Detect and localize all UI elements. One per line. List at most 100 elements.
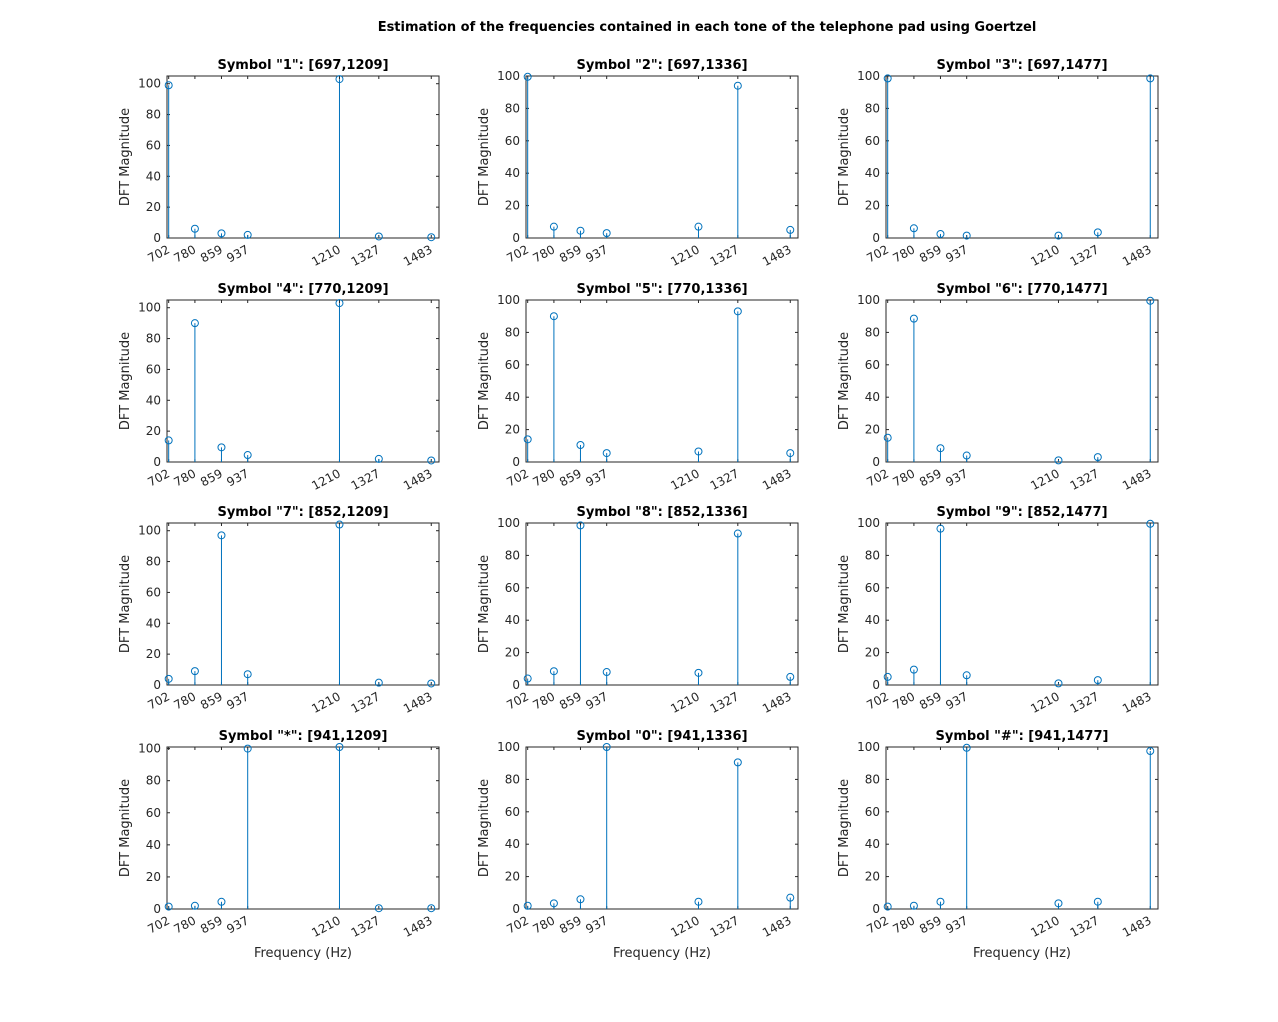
y-tick-label: 80 — [146, 555, 161, 569]
y-tick-label: 60 — [505, 581, 520, 595]
x-tick-label: 937 — [943, 689, 970, 712]
y-axis-label: DFT Magnitude — [118, 779, 133, 877]
x-tick-label: 1210 — [668, 913, 702, 940]
stem-marker — [1146, 747, 1155, 756]
y-tick-label: 60 — [146, 806, 161, 820]
x-tick-label: 1483 — [760, 689, 794, 716]
y-tick-label: 20 — [865, 646, 880, 660]
stem-marker — [335, 299, 344, 308]
stem-marker — [217, 229, 226, 238]
x-tick-label: 702 — [145, 466, 172, 489]
x-tick-label: 1327 — [708, 466, 742, 493]
x-tick-label: 1327 — [1068, 242, 1102, 269]
stem-marker — [694, 222, 703, 231]
x-tick-label: 1327 — [349, 466, 383, 493]
x-tick-label: 780 — [172, 689, 199, 712]
y-tick-label: 100 — [138, 301, 161, 315]
stem-marker — [786, 225, 795, 234]
x-tick-label: 1210 — [1028, 913, 1062, 940]
y-tick-label: 40 — [865, 837, 880, 851]
stem-marker — [733, 81, 742, 90]
x-tick-label: 1483 — [401, 913, 435, 940]
y-tick-label: 80 — [146, 774, 161, 788]
stem-marker — [962, 231, 971, 240]
stem-marker — [243, 451, 252, 460]
stem-marker — [374, 454, 383, 463]
subplot-9: Symbol "9": [852,1477] 0 20 40 60 80 100 702 780… — [837, 505, 1159, 716]
axes-frame — [885, 299, 1159, 463]
x-tick-label: 702 — [864, 466, 891, 489]
y-axis-label: DFT Magnitude — [477, 779, 492, 877]
y-tick-label: 40 — [505, 390, 520, 404]
axes-frame — [885, 75, 1159, 239]
x-tick-label: 937 — [224, 242, 251, 265]
axes-frame — [166, 75, 440, 239]
x-tick-label: 1210 — [1028, 242, 1062, 269]
x-tick-label: 859 — [198, 466, 225, 489]
x-tick-label: 859 — [917, 466, 944, 489]
stem-marker — [694, 897, 703, 906]
x-tick-label: 937 — [224, 689, 251, 712]
y-tick-label: 60 — [505, 358, 520, 372]
x-tick-label: 859 — [917, 689, 944, 712]
y-tick-label: 80 — [146, 332, 161, 346]
stem-marker — [883, 672, 892, 681]
y-tick-label: 20 — [865, 199, 880, 213]
subplot-title: Symbol "#": [941,1477] — [936, 729, 1109, 744]
y-tick-label: 100 — [857, 740, 880, 754]
stem-marker — [962, 451, 971, 460]
x-tick-label: 859 — [557, 913, 584, 936]
y-tick-label: 60 — [865, 358, 880, 372]
y-tick-label: 100 — [138, 742, 161, 756]
y-tick-label: 20 — [146, 647, 161, 661]
y-tick-label: 80 — [865, 101, 880, 115]
stem-marker — [427, 679, 436, 688]
subplot-title: Symbol "7": [852,1209] — [217, 505, 388, 520]
x-tick-label: 702 — [504, 913, 531, 936]
stem-marker — [1054, 231, 1063, 240]
stem-marker — [909, 665, 918, 674]
x-tick-label: 780 — [172, 466, 199, 489]
y-tick-label: 20 — [865, 423, 880, 437]
x-tick-label: 937 — [583, 466, 610, 489]
x-tick-label: 702 — [504, 466, 531, 489]
stem-marker — [936, 897, 945, 906]
subplot-title: Symbol "6": [770,1477] — [936, 282, 1107, 297]
x-tick-label: 780 — [172, 242, 199, 265]
stem-marker — [427, 456, 436, 465]
y-tick-label: 20 — [505, 199, 520, 213]
stem-marker — [427, 904, 436, 913]
axes-frame — [525, 299, 799, 463]
subplot-title: Symbol "4": [770,1209] — [217, 282, 388, 297]
y-tick-label: 0 — [153, 678, 161, 692]
y-tick-label: 80 — [505, 548, 520, 562]
stem-marker — [733, 307, 742, 316]
subplot-8: Symbol "8": [852,1336] 0 20 40 60 80 100 702 780… — [477, 505, 799, 716]
stem-marker — [523, 72, 532, 81]
x-tick-label: 702 — [145, 913, 172, 936]
x-tick-label: 937 — [583, 913, 610, 936]
axes-frame — [166, 746, 440, 910]
subplot-title: Symbol "0": [941,1336] — [576, 729, 747, 744]
y-tick-label: 20 — [146, 870, 161, 884]
subplot-2: Symbol "2": [697,1336] 0 20 40 60 80 100 702 780… — [477, 58, 799, 269]
x-tick-label: 780 — [891, 466, 918, 489]
y-axis-label: DFT Magnitude — [477, 332, 492, 430]
y-tick-label: 100 — [857, 69, 880, 83]
stem-marker — [243, 230, 252, 239]
x-tick-label: 780 — [891, 689, 918, 712]
x-tick-label: 859 — [557, 689, 584, 712]
y-tick-label: 0 — [872, 902, 880, 916]
x-tick-label: 702 — [864, 242, 891, 265]
y-axis-label: DFT Magnitude — [477, 108, 492, 206]
stem-marker — [335, 743, 344, 751]
x-tick-label: 1210 — [668, 242, 702, 269]
stem-marker — [1146, 74, 1155, 83]
x-tick-label: 1483 — [760, 242, 794, 269]
y-tick-label: 40 — [505, 613, 520, 627]
axes-frame — [525, 75, 799, 239]
x-tick-label: 780 — [531, 242, 558, 265]
x-tick-label: 859 — [198, 689, 225, 712]
stem-marker — [883, 433, 892, 442]
